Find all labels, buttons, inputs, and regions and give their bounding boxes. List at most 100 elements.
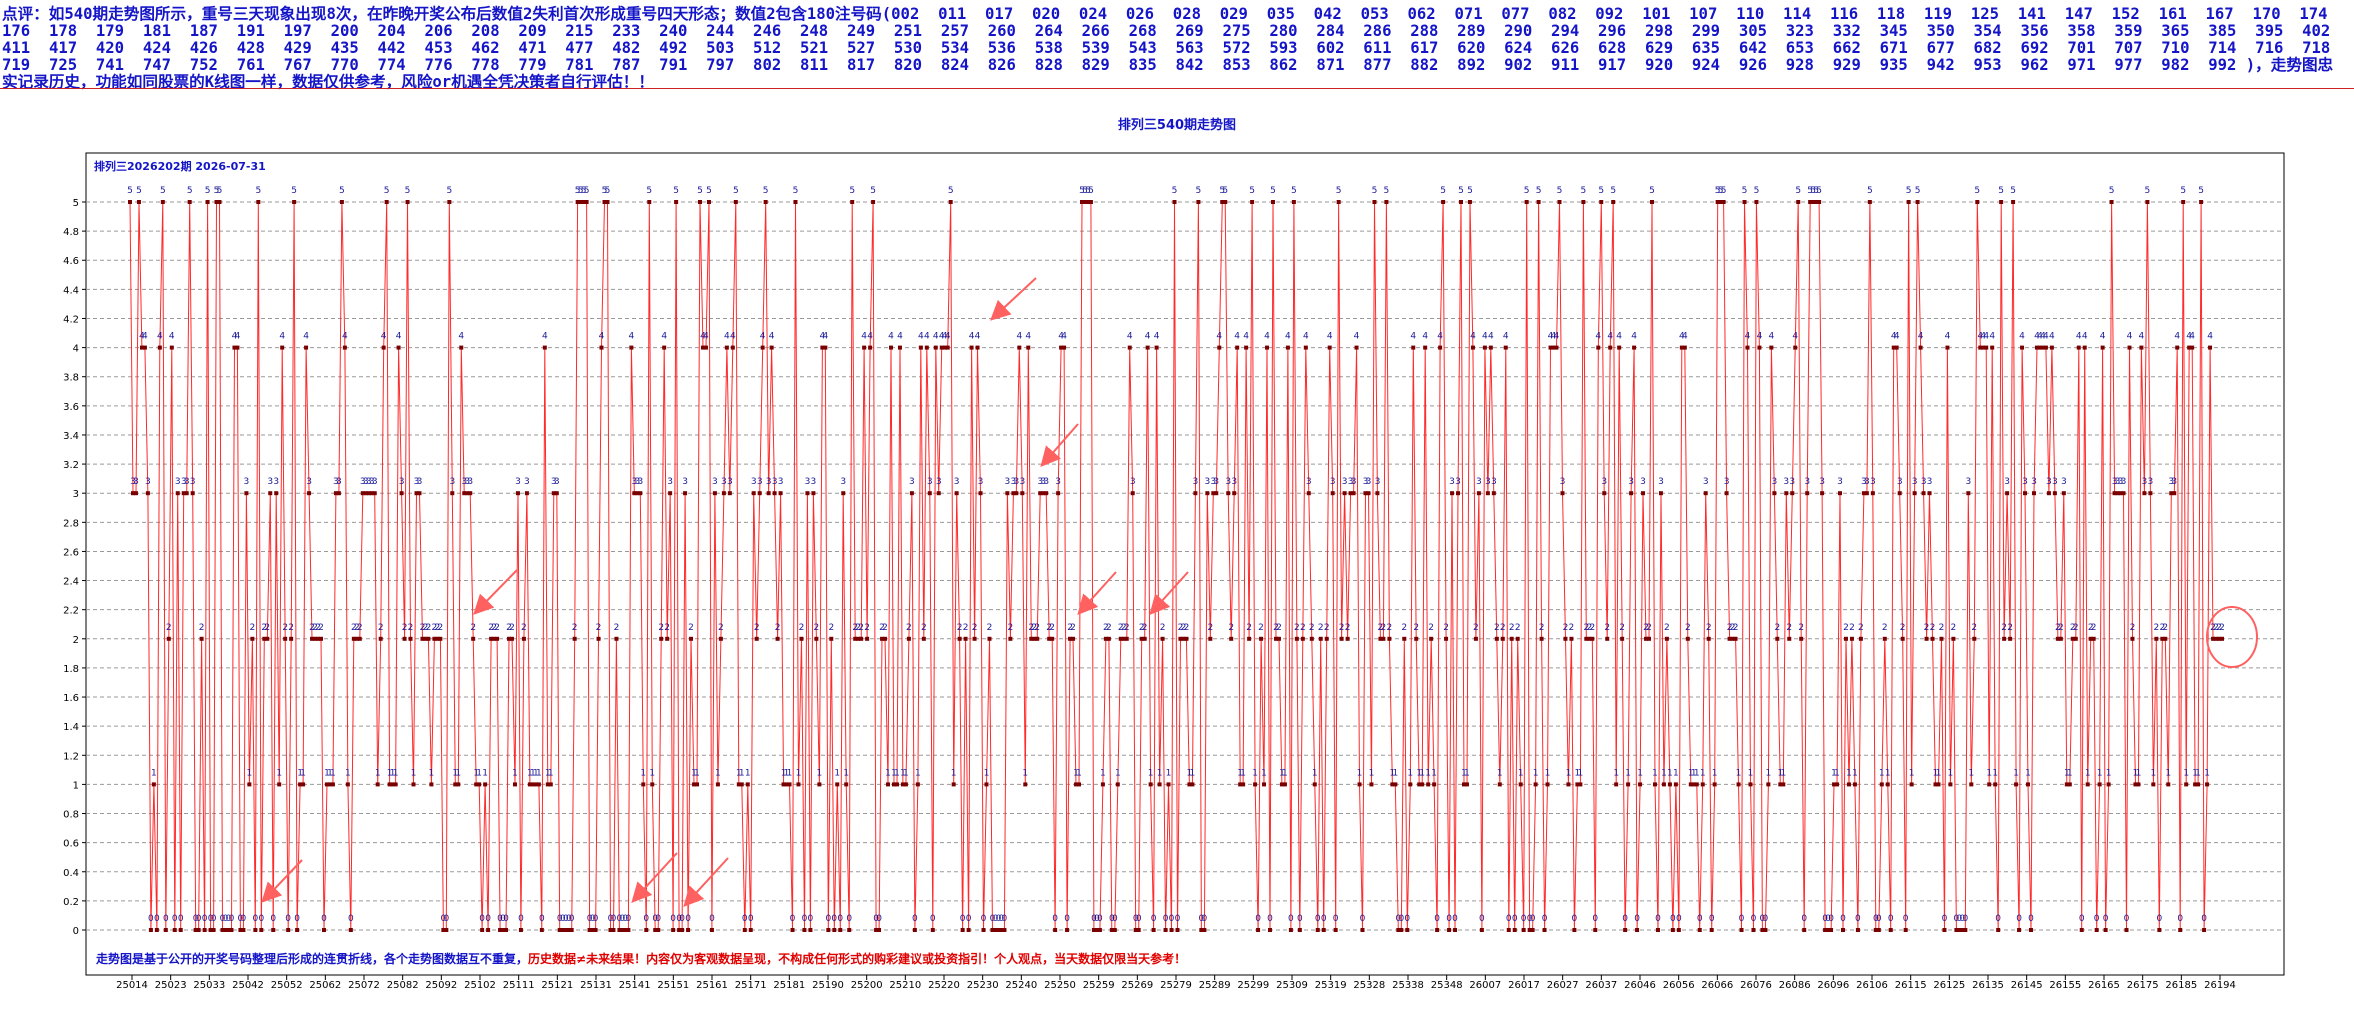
data-point [1032, 636, 1037, 641]
data-point [1814, 200, 1819, 204]
x-tick-label: 25072 [348, 980, 380, 991]
point-label: 3 [417, 477, 423, 487]
data-point [1151, 928, 1156, 932]
data-point [163, 928, 168, 932]
point-label: 2 [1067, 623, 1073, 633]
data-point [286, 928, 291, 932]
point-label: 1 [1157, 768, 1163, 778]
point-label: 3 [363, 477, 369, 487]
data-point [894, 782, 899, 787]
point-label: 1 [951, 768, 957, 778]
data-point [489, 636, 494, 641]
data-point [1960, 928, 1965, 932]
point-label: 4 [897, 332, 903, 342]
point-label: 1 [915, 768, 921, 778]
point-label: 0 [742, 914, 748, 924]
data-point [1718, 200, 1723, 204]
point-label: 2 [664, 623, 670, 633]
point-label: 2 [1951, 623, 1957, 633]
data-point [1035, 636, 1040, 641]
data-point [981, 928, 986, 932]
data-point [1781, 782, 1786, 787]
data-point [348, 928, 353, 932]
y-tick-label: 0.6 [63, 839, 79, 850]
point-label: 1 [817, 768, 823, 778]
data-point [1459, 200, 1464, 204]
point-label: 0 [1825, 914, 1831, 924]
data-point [339, 200, 344, 204]
data-point [874, 928, 879, 932]
point-label: 1 [1936, 768, 1942, 778]
data-point [862, 345, 867, 350]
point-label: 3 [811, 477, 817, 487]
point-label: 1 [545, 768, 551, 778]
point-label: 3 [1043, 477, 1049, 487]
point-label: 2 [309, 623, 315, 633]
point-label: 1 [1667, 768, 1673, 778]
point-label: 4 [396, 332, 402, 342]
point-label: 0 [999, 914, 1005, 924]
data-point [1112, 928, 1117, 932]
data-point [2220, 636, 2224, 641]
data-point [1464, 782, 1469, 787]
point-label: 3 [1351, 477, 1357, 487]
point-label: 4 [142, 332, 148, 342]
point-label: 4 [1422, 332, 1428, 342]
data-point [766, 491, 771, 496]
point-label: 1 [393, 768, 399, 778]
data-point [1068, 636, 1073, 641]
point-label: 2 [1339, 623, 1345, 633]
data-point [1808, 200, 1813, 204]
point-label: 3 [414, 477, 420, 487]
data-point [1467, 200, 1472, 204]
data-point [2031, 491, 2036, 496]
data-point [1026, 345, 1031, 350]
data-point [244, 491, 249, 496]
point-label: 5 [291, 186, 297, 196]
data-point [1697, 928, 1702, 932]
data-point [1363, 491, 1368, 496]
data-point [220, 928, 225, 932]
point-label: 1 [1736, 768, 1742, 778]
point-label: 3 [637, 477, 643, 487]
data-point [1703, 491, 1708, 496]
data-point [1518, 782, 1523, 787]
data-point [548, 782, 553, 787]
data-point [1378, 636, 1383, 641]
data-point [1954, 928, 1959, 932]
point-label: 3 [1601, 477, 1607, 487]
data-point [136, 200, 141, 204]
point-label: 0 [1763, 914, 1769, 924]
point-label: 2 [775, 623, 781, 633]
y-tick-label: 3.8 [63, 373, 79, 384]
data-point [468, 491, 473, 496]
point-label: 1 [411, 768, 417, 778]
point-label: 4 [458, 332, 464, 342]
data-point [2088, 636, 2093, 641]
data-point [778, 491, 783, 496]
data-point [930, 928, 935, 932]
data-point [957, 636, 962, 641]
data-point [1852, 782, 1857, 787]
data-point [1661, 782, 1666, 787]
data-point [292, 200, 297, 204]
data-point [417, 491, 422, 496]
point-label: 5 [187, 186, 193, 196]
data-point [324, 782, 329, 787]
data-point [1820, 491, 1825, 496]
annotation-arrow [631, 852, 678, 903]
point-label: 5 [1998, 186, 2004, 196]
x-tick-label: 25062 [309, 980, 341, 991]
point-label: 2 [1849, 623, 1855, 633]
point-label: 0 [1052, 914, 1058, 924]
point-label: 3 [1013, 477, 1019, 487]
point-label: 0 [1760, 914, 1766, 924]
point-label: 1 [1986, 768, 1992, 778]
point-label: 0 [1873, 914, 1879, 924]
point-label: 5 [1372, 186, 1378, 196]
point-label: 1 [1431, 768, 1437, 778]
data-point [157, 345, 162, 350]
y-tick-label: 3 [73, 489, 79, 500]
point-label: 4 [1551, 332, 1557, 342]
data-point [715, 782, 720, 787]
